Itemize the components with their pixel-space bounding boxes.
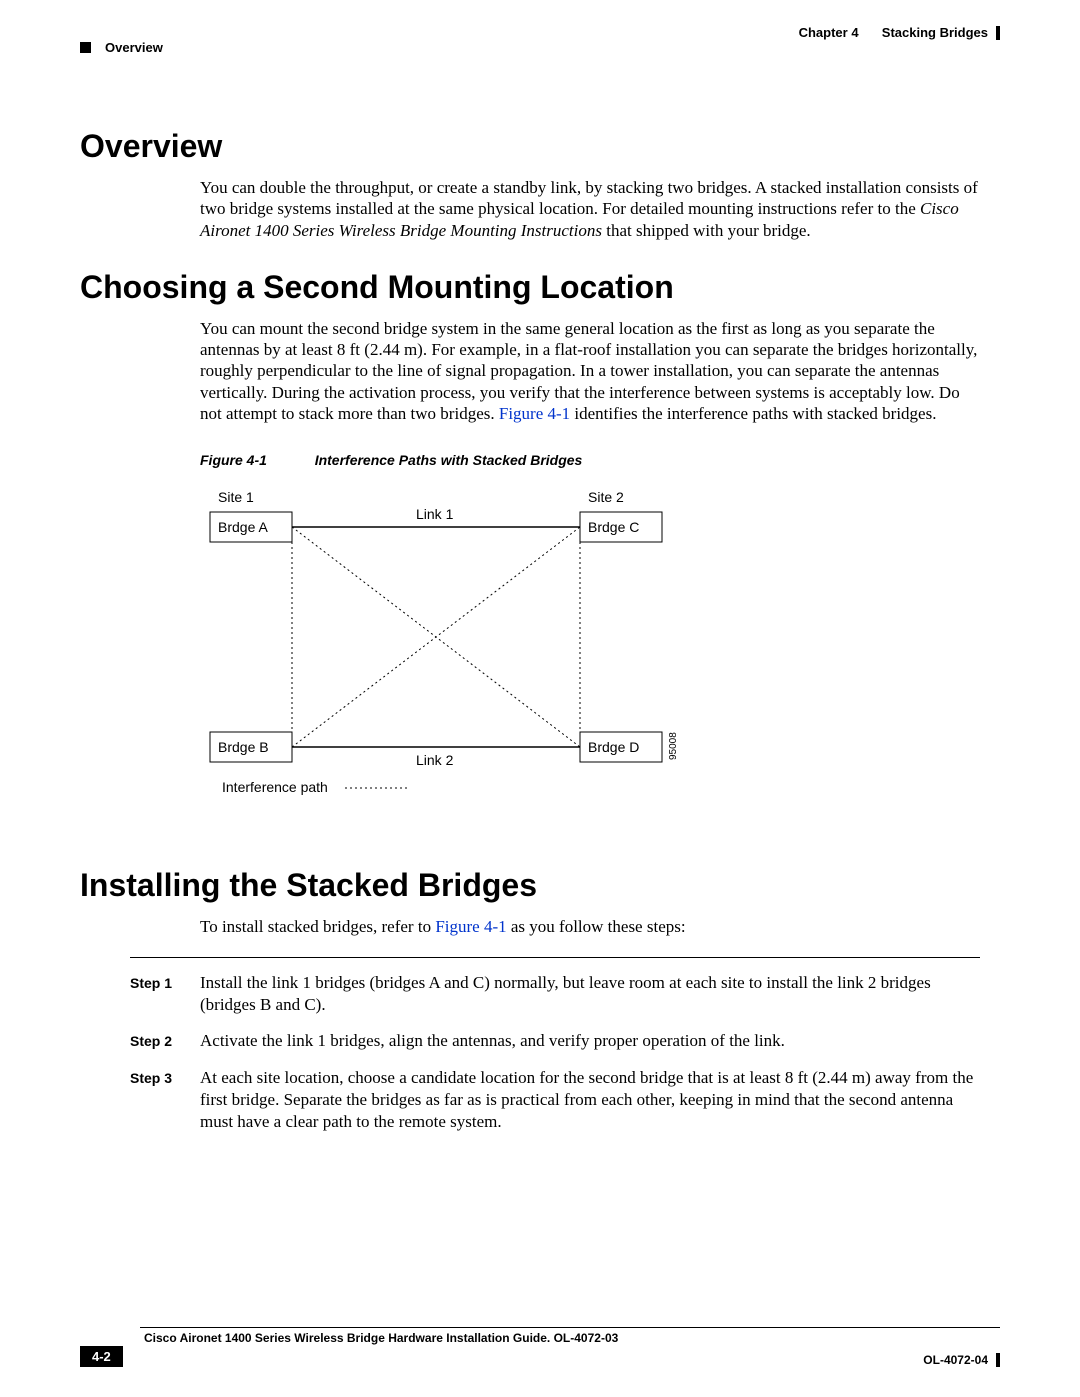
svg-text:Site 1: Site 1 <box>218 489 254 505</box>
svg-text:95008: 95008 <box>668 732 679 760</box>
svg-text:Brdge B: Brdge B <box>218 739 269 755</box>
footer-bar-icon <box>996 1353 1000 1367</box>
installing-body: To install stacked bridges, refer to Fig… <box>200 916 980 937</box>
overview-text-post: that shipped with your bridge. <box>606 221 810 240</box>
installing-intro-pre: To install stacked bridges, refer to <box>200 917 435 936</box>
footer-doc-id-wrap: OL-4072-04 <box>923 1353 1000 1367</box>
header-title: Stacking Bridges <box>882 25 988 40</box>
step-label: Step 2 <box>130 1030 200 1050</box>
svg-text:Link 2: Link 2 <box>416 752 454 768</box>
footer-page-number: 4-2 <box>80 1346 123 1367</box>
installing-intro: To install stacked bridges, refer to Fig… <box>200 916 980 937</box>
overview-text-pre: You can double the throughput, or create… <box>200 178 978 218</box>
steps-list: Step 1 Install the link 1 bridges (bridg… <box>130 972 980 1133</box>
header-bar-icon <box>996 26 1000 40</box>
footer-guide-title: Cisco Aironet 1400 Series Wireless Bridg… <box>144 1331 1000 1345</box>
header-square-icon <box>80 42 91 53</box>
footer-doc-id: OL-4072-04 <box>923 1353 988 1367</box>
page: Overview Chapter 4 Stacking Bridges Over… <box>0 0 1080 1397</box>
step-text: Activate the link 1 bridges, align the a… <box>200 1030 980 1052</box>
svg-text:Brdge D: Brdge D <box>588 739 639 755</box>
step-row: Step 2 Activate the link 1 bridges, alig… <box>130 1030 980 1052</box>
svg-text:Brdge C: Brdge C <box>588 519 639 535</box>
svg-text:Link 1: Link 1 <box>416 506 454 522</box>
heading-installing: Installing the Stacked Bridges <box>80 867 1000 904</box>
running-header: Overview Chapter 4 Stacking Bridges <box>80 40 1000 68</box>
page-footer: Cisco Aironet 1400 Series Wireless Bridg… <box>80 1327 1000 1367</box>
svg-text:Brdge A: Brdge A <box>218 519 268 535</box>
step-text: Install the link 1 bridges (bridges A an… <box>200 972 980 1016</box>
overview-body: You can double the throughput, or create… <box>200 177 980 241</box>
figure-diagram: Site 1 Site 2 Brdge A Brdge C Brdge B Brdge D… <box>200 482 1000 827</box>
heading-choosing: Choosing a Second Mounting Location <box>80 269 1000 306</box>
choosing-body: You can mount the second bridge system i… <box>200 318 980 468</box>
step-row: Step 3 At each site location, choose a c… <box>130 1067 980 1133</box>
svg-text:Interference path: Interference path <box>222 779 328 795</box>
svg-text:Site 2: Site 2 <box>588 489 624 505</box>
header-chapter: Chapter 4 <box>799 25 859 40</box>
installing-intro-post: as you follow these steps: <box>511 917 686 936</box>
step-label: Step 3 <box>130 1067 200 1087</box>
footer-rule <box>140 1327 1000 1328</box>
heading-overview: Overview <box>80 128 1000 165</box>
header-right: Chapter 4 Stacking Bridges <box>799 25 1000 40</box>
header-left-label: Overview <box>105 40 163 55</box>
figure-ref-link[interactable]: Figure 4-1 <box>499 404 570 423</box>
step-label: Step 1 <box>130 972 200 992</box>
figure-caption: Figure 4-1 Interference Paths with Stack… <box>200 452 980 468</box>
header-left: Overview <box>80 40 163 55</box>
step-row: Step 1 Install the link 1 bridges (bridg… <box>130 972 980 1016</box>
choosing-paragraph: You can mount the second bridge system i… <box>200 318 980 424</box>
step-text: At each site location, choose a candidat… <box>200 1067 980 1133</box>
figure-ref-link-2[interactable]: Figure 4-1 <box>435 917 506 936</box>
stacked-bridges-diagram: Site 1 Site 2 Brdge A Brdge C Brdge B Brdge D… <box>200 482 720 822</box>
figure-label: Figure 4-1 <box>200 452 267 468</box>
overview-paragraph: You can double the throughput, or create… <box>200 177 980 241</box>
choosing-text-post: identifies the interference paths with s… <box>574 404 936 423</box>
steps-divider <box>130 957 980 958</box>
figure-caption-text: Interference Paths with Stacked Bridges <box>315 452 583 468</box>
